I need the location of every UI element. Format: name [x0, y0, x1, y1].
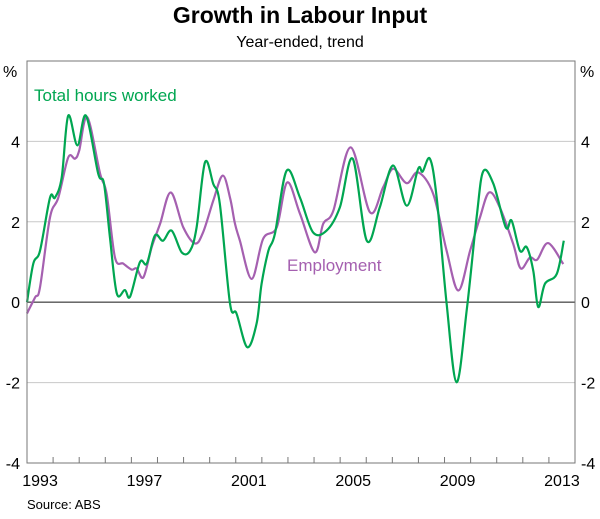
y-tick-label-left: 4 [11, 134, 20, 151]
y-tick-label-right: -4 [581, 456, 595, 473]
y-tick-label-right: 0 [581, 295, 590, 312]
y-tick-label-left: -2 [6, 376, 20, 393]
series-line-total-hours [25, 114, 565, 384]
x-tick-label: 1997 [127, 473, 163, 490]
series-label-employment: Employment [287, 256, 382, 275]
y-tick-label-left: -4 [6, 456, 20, 473]
y-tick-label-right: 2 [581, 215, 590, 232]
chart-subtitle: Year-ended, trend [236, 34, 364, 51]
series-label-hours: Total hours worked [34, 86, 177, 105]
y-unit-right: % [580, 64, 594, 81]
x-tick-label: 2013 [544, 473, 580, 490]
x-tick-label: 2005 [335, 473, 371, 490]
x-tick-label: 2009 [440, 473, 476, 490]
x-tick-label: 2001 [231, 473, 267, 490]
source-note: Source: ABS [27, 497, 101, 512]
y-tick-label-right: 4 [581, 134, 590, 151]
y-unit-left: % [3, 64, 17, 81]
y-tick-label-left: 2 [11, 215, 20, 232]
x-tick-label: 1993 [22, 473, 58, 490]
chart-title: Growth in Labour Input [173, 2, 428, 28]
y-tick-label-left: 0 [11, 295, 20, 312]
plot-frame [26, 60, 576, 464]
series-line-employment [26, 116, 565, 314]
y-tick-label-right: -2 [581, 376, 595, 393]
